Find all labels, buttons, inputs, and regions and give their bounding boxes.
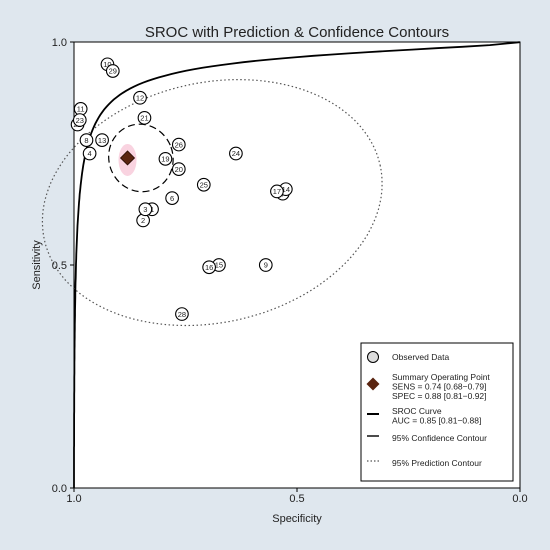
observed-point — [175, 307, 189, 321]
observed-point-label: 2 — [141, 216, 145, 225]
legend-entry-text: 95% Prediction Contour — [392, 458, 482, 468]
legend: Observed Data Summary Operating PointSENS… — [360, 342, 514, 482]
observed-point-label: 21 — [140, 114, 148, 123]
observed-point — [137, 110, 152, 125]
x-axis-label: Specificity — [272, 513, 322, 525]
observed-point — [196, 177, 211, 192]
observed-point-label: 14 — [282, 185, 290, 194]
y-tick-label: 1.0 — [52, 37, 67, 49]
observed-point-label: 24 — [232, 149, 240, 158]
observed-point — [171, 137, 186, 152]
observed-points-layer: 1234678910111213141516171920212223242526… — [70, 57, 293, 321]
observed-point-label: 11 — [77, 105, 85, 114]
observed-point-label: 29 — [109, 67, 117, 76]
observed-point — [72, 113, 87, 127]
observed-point-label: 3 — [143, 205, 147, 214]
observed-point-label: 13 — [98, 136, 106, 145]
legend-entry-text: Observed Data — [392, 352, 449, 362]
legend-entry-text: 95% Confidence Contour — [392, 433, 487, 443]
observed-point-label: 23 — [76, 116, 84, 125]
legend-summary-symbol — [366, 377, 380, 391]
observed-point — [138, 202, 153, 217]
observed-point-label: 17 — [273, 187, 281, 196]
observed-point-label: 6 — [170, 194, 174, 203]
summary-operating-point — [119, 150, 136, 166]
y-tick-label: 0.5 — [52, 260, 67, 272]
observed-point — [171, 162, 186, 176]
x-tick-label: 0.5 — [289, 493, 304, 505]
legend-observed-symbol — [367, 351, 379, 363]
y-axis-label: Sensitivity — [31, 240, 43, 290]
observed-point-label: 4 — [88, 149, 92, 158]
legend-box — [360, 342, 514, 482]
chart-title: SROC with Prediction & Confidence Contou… — [145, 24, 449, 41]
curves-layer — [41, 41, 521, 488]
observed-point — [79, 133, 94, 147]
observed-point-label: 15 — [215, 261, 223, 270]
confidence-contour — [108, 123, 174, 193]
prediction-contour — [41, 78, 383, 327]
observed-point-label: 20 — [175, 165, 183, 174]
legend-entry-text: AUC = 0.85 [0.81−0.88] — [392, 416, 481, 426]
observed-point-label: 12 — [136, 93, 144, 102]
legend-entry-text: SROC Curve — [392, 406, 442, 416]
axes-layer: 1.0 0.5 0.0 0.0 0.5 1.0 — [52, 37, 528, 505]
legend-entry-text: Summary Operating Point — [392, 372, 490, 382]
observed-point — [158, 152, 173, 166]
observed-point-label: 16 — [205, 263, 213, 272]
observed-point-label: 26 — [175, 140, 183, 149]
observed-point — [270, 184, 284, 199]
observed-point — [82, 146, 97, 161]
observed-point — [258, 258, 273, 272]
observed-point — [202, 260, 216, 275]
x-tick-label: 0.0 — [512, 493, 527, 505]
observed-point-label: 19 — [161, 155, 169, 164]
observed-point-label: 25 — [200, 180, 208, 189]
observed-point-label: 10 — [103, 60, 111, 69]
observed-point — [133, 90, 147, 105]
observed-point — [105, 64, 120, 78]
observed-point — [165, 191, 179, 205]
y-tick-label: 0.0 — [52, 483, 67, 495]
observed-point-label: 9 — [264, 261, 268, 270]
sroc-curve — [73, 41, 521, 488]
observed-point — [229, 146, 243, 161]
observed-point-label: 28 — [178, 310, 186, 319]
legend-entry-text: SENS = 0.74 [0.68−0.79] — [392, 382, 487, 392]
observed-point-label: 8 — [84, 136, 88, 145]
x-tick-label: 1.0 — [66, 493, 81, 505]
observed-point — [95, 133, 109, 147]
legend-entry-text: SPEC = 0.88 [0.81−0.92] — [392, 391, 487, 401]
